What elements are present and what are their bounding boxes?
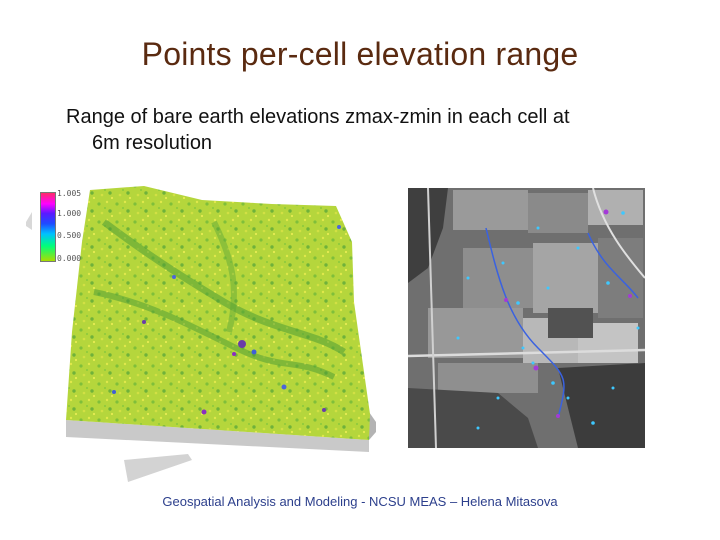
- legend-label: 0.500: [57, 231, 82, 240]
- field: [463, 248, 533, 308]
- terrain-3d-map: [26, 186, 376, 482]
- stream: [485, 227, 565, 419]
- terrain-side-right: [369, 412, 376, 440]
- field: [533, 243, 598, 313]
- terrain-ridge-2: [93, 289, 336, 380]
- legend-label: 1.005: [57, 189, 82, 198]
- forest: [408, 388, 538, 448]
- body-line-1: Range of bare earth elevations zmax-zmin…: [66, 106, 570, 128]
- field: [438, 363, 538, 393]
- field: [528, 193, 588, 233]
- body-line-2: 6m resolution: [92, 132, 213, 154]
- range-points-high: [504, 209, 632, 418]
- terrain-ridge-1: [101, 219, 346, 355]
- legend-label: 1.000: [57, 209, 82, 218]
- page-title: Points per-cell elevation range: [141, 36, 579, 72]
- footer-credit: Geospatial Analysis and Modeling - NCSU …: [162, 494, 558, 509]
- aerial-photo-map: [408, 188, 645, 448]
- legend-slab-top: [26, 212, 32, 230]
- building-block: [548, 308, 593, 338]
- forest: [558, 363, 645, 448]
- legend-label: 0.000: [57, 254, 82, 263]
- stream: [587, 232, 639, 299]
- terrain-high-range-spots: [112, 225, 341, 415]
- terrain-side-front: [66, 420, 369, 452]
- terrain-ridge-3: [211, 220, 237, 333]
- range-points: [456, 211, 640, 430]
- legend-color-bar: [40, 192, 56, 262]
- forest: [408, 188, 448, 283]
- field: [428, 308, 523, 358]
- body-text: Range of bare earth elevations zmax-zmin…: [66, 104, 666, 156]
- field: [453, 190, 528, 230]
- field: [588, 190, 643, 225]
- road: [408, 348, 645, 358]
- road: [427, 188, 437, 448]
- road: [592, 188, 645, 279]
- legend-slab-bottom: [124, 454, 192, 482]
